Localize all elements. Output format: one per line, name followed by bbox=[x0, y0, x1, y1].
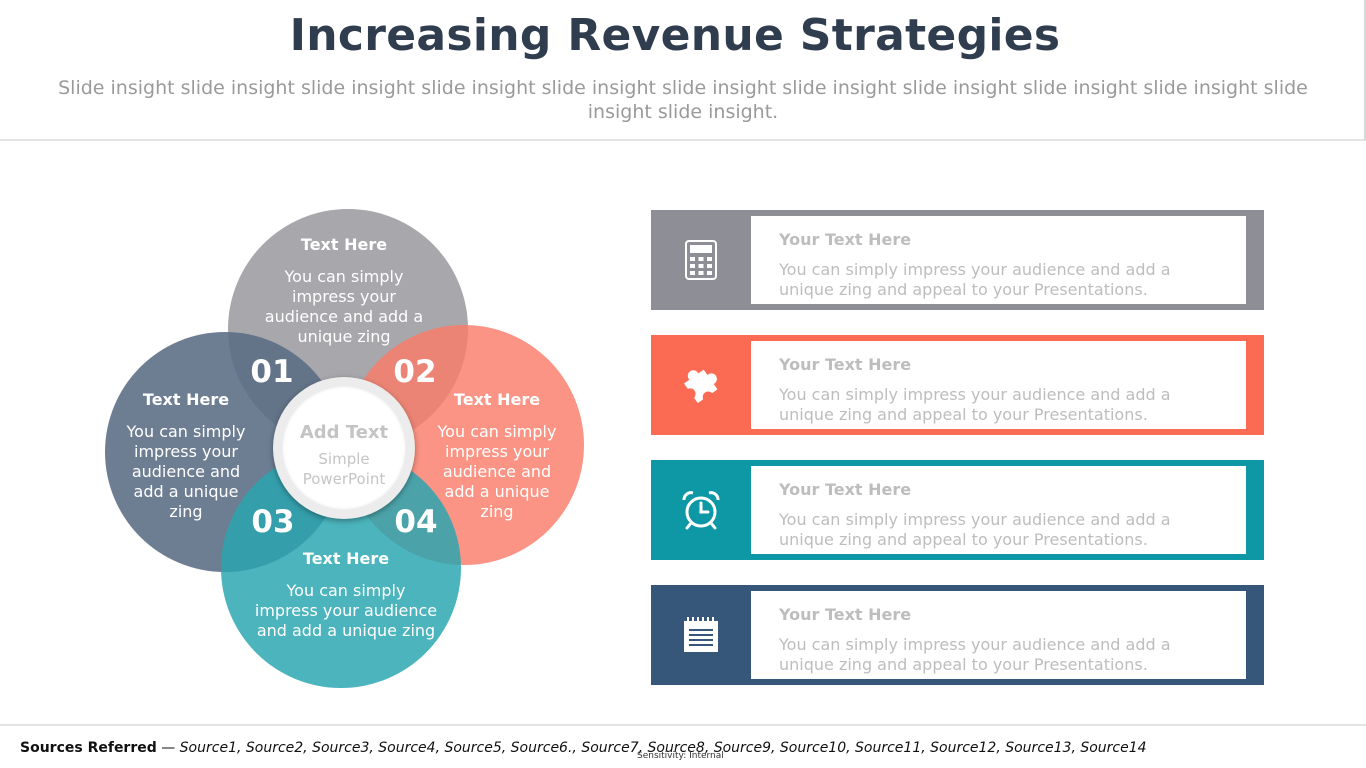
hub-subtitle: Simple PowerPoint bbox=[282, 449, 406, 489]
page-subtitle: Slide insight slide insight slide insigh… bbox=[58, 77, 1308, 123]
hub-line-1: Simple bbox=[318, 450, 370, 468]
card-1-content: Your Text Here You can simply impress yo… bbox=[751, 216, 1246, 304]
sensitivity-label: Sensitivity: Internal bbox=[637, 751, 724, 761]
card-3-content: Your Text Here You can simply impress yo… bbox=[751, 466, 1246, 554]
header-edge bbox=[1364, 0, 1366, 140]
card-3: Your Text Here You can simply impress yo… bbox=[651, 460, 1264, 560]
footer-divider bbox=[0, 724, 1366, 726]
petal-02-title: Text Here bbox=[453, 390, 541, 409]
center-hub: Add Text Simple PowerPoint bbox=[273, 377, 415, 519]
card-4-body: You can simply impress your audience and… bbox=[779, 635, 1171, 674]
card-1-body: You can simply impress your audience and… bbox=[779, 260, 1171, 299]
puzzle-icon bbox=[651, 335, 751, 435]
petal-03-body: You can simply impress your audience and… bbox=[126, 422, 246, 521]
card-4-content: Your Text Here You can simply impress yo… bbox=[751, 591, 1246, 679]
page-title: Increasing Revenue Strategies bbox=[289, 10, 1061, 61]
header-divider bbox=[0, 139, 1366, 141]
sources-label: Sources Referred bbox=[20, 740, 157, 756]
card-1-title: Your Text Here bbox=[779, 230, 912, 249]
hub-title: Add Text bbox=[299, 422, 389, 443]
card-4: Your Text Here You can simply impress yo… bbox=[651, 585, 1264, 685]
card-4-title: Your Text Here bbox=[779, 605, 912, 624]
petal-01-number: 01 bbox=[250, 354, 294, 390]
petal-04-title: Text Here bbox=[302, 549, 390, 568]
notepad-icon bbox=[651, 585, 751, 685]
petal-04-body: You can simply impress your audience and… bbox=[254, 581, 438, 640]
hub-line-2: PowerPoint bbox=[302, 470, 386, 488]
petal-04-number: 04 bbox=[394, 504, 438, 540]
card-1: Your Text Here You can simply impress yo… bbox=[651, 210, 1264, 310]
sources-line: Sources Referred — Source1, Source2, Sou… bbox=[20, 740, 1147, 756]
alarm-clock-icon bbox=[651, 460, 751, 560]
calculator-icon bbox=[651, 210, 751, 310]
sources-separator: — bbox=[156, 740, 180, 756]
petal-01-title: Text Here bbox=[300, 235, 388, 254]
petal-02-number: 02 bbox=[393, 354, 437, 390]
card-2-title: Your Text Here bbox=[779, 355, 912, 374]
card-3-title: Your Text Here bbox=[779, 480, 912, 499]
petal-03-title: Text Here bbox=[142, 390, 230, 409]
petal-01-body: You can simply impress your audience and… bbox=[264, 267, 424, 346]
sources-list: Source1, Source2, Source3, Source4, Sour… bbox=[179, 740, 1147, 756]
petal-03-number: 03 bbox=[251, 504, 295, 540]
card-2: Your Text Here You can simply impress yo… bbox=[651, 335, 1264, 435]
petal-02-body: You can simply impress your audience and… bbox=[437, 422, 557, 521]
card-3-body: You can simply impress your audience and… bbox=[779, 510, 1171, 549]
card-2-content: Your Text Here You can simply impress yo… bbox=[751, 341, 1246, 429]
card-2-body: You can simply impress your audience and… bbox=[779, 385, 1171, 424]
center-hub-inner: Add Text Simple PowerPoint bbox=[282, 386, 406, 510]
